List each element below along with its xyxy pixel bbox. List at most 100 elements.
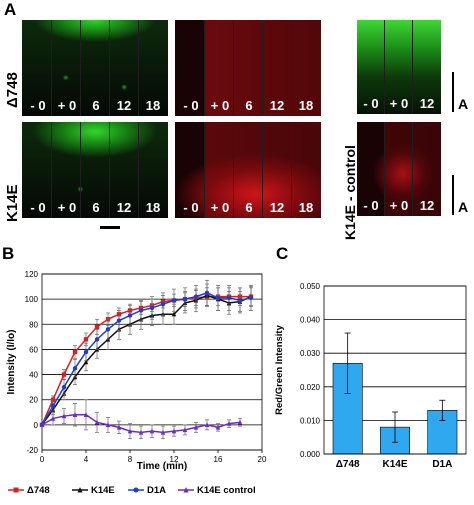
micrograph-control-red: - 0 + 0 12 xyxy=(357,122,441,216)
time-label: - 0 xyxy=(183,200,199,215)
micrograph-k14e-green: - 0 + 0 6 12 18 xyxy=(22,122,168,218)
scale-bar xyxy=(100,226,120,229)
data-point xyxy=(183,487,189,493)
y-tick-label: 60 xyxy=(29,345,38,354)
data-point xyxy=(215,295,221,301)
series-2 xyxy=(39,279,254,428)
data-point xyxy=(138,429,144,435)
axis-marker-a: A xyxy=(458,96,469,112)
y-tick-label: -20 xyxy=(26,446,38,455)
time-label: 18 xyxy=(298,98,314,113)
data-point xyxy=(61,372,67,377)
data-point xyxy=(127,428,133,434)
data-point xyxy=(204,290,210,296)
x-tick-label: 16 xyxy=(214,455,223,464)
data-point xyxy=(182,296,188,302)
data-point xyxy=(116,318,122,323)
legend-entry: K14E xyxy=(91,485,115,496)
row-label-k14e: K14E xyxy=(4,184,21,222)
time-label: - 0 xyxy=(30,200,46,215)
data-point xyxy=(149,305,155,311)
data-point xyxy=(160,429,166,435)
time-label: 18 xyxy=(145,98,161,113)
plot-frame xyxy=(323,285,467,455)
data-point xyxy=(105,422,111,428)
series-line xyxy=(41,294,252,426)
axis-marker-a: A xyxy=(458,199,469,215)
data-point xyxy=(83,412,89,417)
y-tick-label: 0.040 xyxy=(300,316,321,325)
data-point xyxy=(149,428,155,434)
data-point xyxy=(50,397,56,402)
data-point xyxy=(133,487,139,493)
data-point xyxy=(83,349,89,355)
time-label: 12 xyxy=(419,96,435,111)
data-point xyxy=(77,487,83,493)
data-point xyxy=(105,327,111,332)
data-point xyxy=(171,298,177,303)
data-point xyxy=(237,419,243,425)
time-label: 18 xyxy=(145,200,161,215)
y-tick-label: 0.010 xyxy=(300,416,321,425)
time-label: 12 xyxy=(419,198,435,213)
category-label: D1A xyxy=(432,459,452,470)
data-point xyxy=(39,422,45,428)
data-point xyxy=(237,298,243,303)
micrograph-k14e-red: - 0 + 0 6 12 18 xyxy=(175,122,321,218)
series-line xyxy=(41,295,251,426)
y-tick-label: 120 xyxy=(25,270,39,279)
data-point xyxy=(204,422,210,428)
data-point xyxy=(160,301,166,307)
category-label: Δ748 xyxy=(336,459,360,470)
data-point xyxy=(193,424,199,430)
data-point xyxy=(248,295,254,301)
y-tick-label: 0.030 xyxy=(300,349,321,358)
time-label: 6 xyxy=(92,98,100,113)
scale-bar xyxy=(452,72,454,112)
data-point xyxy=(138,308,144,313)
data-point xyxy=(226,295,232,301)
legend-entry: D1A xyxy=(147,485,166,496)
data-point xyxy=(94,337,100,342)
panel-a-letter: A xyxy=(4,0,17,19)
data-point xyxy=(61,384,67,390)
data-point xyxy=(61,413,67,419)
data-point xyxy=(94,419,100,425)
time-label: 6 xyxy=(245,200,253,215)
y-tick-label: 0 xyxy=(34,421,39,430)
y-tick-label: 20 xyxy=(29,396,38,405)
data-point xyxy=(72,412,78,417)
time-label: 6 xyxy=(245,98,253,113)
time-label: + 0 xyxy=(210,200,230,215)
data-point xyxy=(171,428,177,434)
time-label: + 0 xyxy=(57,200,77,215)
category-label: K14E xyxy=(382,459,407,470)
data-point xyxy=(50,415,56,421)
x-tick-label: 12 xyxy=(170,455,179,464)
y-tick-label: 100 xyxy=(25,295,39,304)
time-label: 12 xyxy=(116,98,132,113)
row-label-delta748: Δ748 xyxy=(4,72,21,108)
time-label: + 0 xyxy=(389,198,409,213)
x-tick-label: 0 xyxy=(40,455,45,464)
plot-frame xyxy=(41,273,263,451)
time-label: - 0 xyxy=(183,98,199,113)
series-3 xyxy=(39,399,243,440)
y-tick-label: 0.000 xyxy=(300,450,321,459)
data-point xyxy=(83,337,89,342)
panel-b-letter: B xyxy=(2,244,15,263)
data-point xyxy=(50,403,56,409)
data-point xyxy=(94,324,100,329)
time-label: 12 xyxy=(269,200,285,215)
time-label: + 0 xyxy=(57,98,77,113)
time-label: + 0 xyxy=(389,96,409,111)
micrograph-delta748-green: - 0 + 0 6 12 18 xyxy=(22,20,168,116)
x-tick-label: 4 xyxy=(84,455,89,464)
series-1 xyxy=(39,283,254,428)
x-axis-label: Time (min) xyxy=(137,461,187,472)
data-point xyxy=(13,487,19,493)
y-tick-label: 40 xyxy=(29,371,38,380)
time-label: 12 xyxy=(269,98,285,113)
data-point xyxy=(116,424,122,430)
time-label: 18 xyxy=(298,200,314,215)
